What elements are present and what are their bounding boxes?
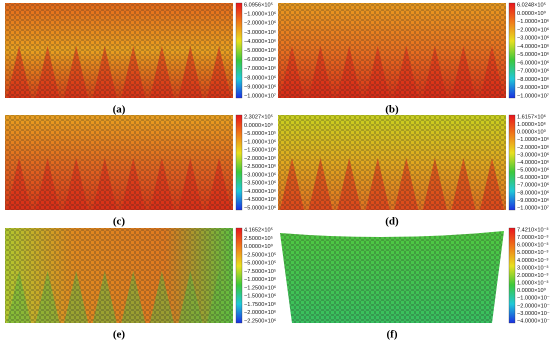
colorbar — [508, 227, 516, 324]
colorbar-label: −1.2500×10⁶ — [244, 284, 276, 291]
panel-label: (b) — [385, 104, 399, 116]
colorbar-label: −8.0000×10⁶ — [517, 189, 549, 196]
colorbar-label: −7.0000×10⁶ — [244, 65, 276, 72]
colorbar-label: −2.2500×10⁶ — [244, 317, 276, 324]
colorbar-label: −6.0000×10⁶ — [517, 174, 549, 181]
mesh — [280, 231, 504, 323]
colorbar-label: −2.0000×10⁶ — [517, 26, 549, 33]
colorbar-label: −3.0000×10⁶ — [244, 29, 276, 36]
colorbar-label: 1.6157×10⁶ — [517, 113, 546, 120]
panel: 4.1652×10⁵ 2.5000×10⁵0.0000×10⁰−2.5000×10… — [5, 226, 276, 341]
colorbar-label: 7.0000×10⁻³ — [517, 235, 549, 241]
colorbar-label: −8.0000×10⁶ — [244, 74, 276, 81]
colorbar-label: 6.0956×10⁵ — [244, 1, 273, 8]
colorbar-label: −1.0000×10⁷ — [244, 92, 276, 99]
colorbar-label: −1.0000×10⁶ — [244, 11, 276, 18]
colorbar-label: −6.0000×10⁶ — [517, 59, 549, 66]
panel-label: (e) — [113, 329, 126, 341]
colorbar — [235, 114, 243, 211]
colorbar-label: 4.0000×10⁻³ — [517, 258, 549, 264]
colorbar-label: 2.5000×10⁵ — [244, 235, 273, 242]
colorbar-label: 2.0000×10⁻³ — [517, 273, 549, 279]
colorbar-label: −1.0000×10⁶ — [244, 138, 276, 145]
colorbar-label: −2.5000×10⁵ — [244, 251, 276, 258]
panel: 6.0248×10⁵ 0.0000×10⁰−1.0000×10⁶−2.0000×1… — [278, 1, 549, 116]
mesh — [5, 3, 233, 98]
panel-label: (d) — [385, 216, 399, 228]
colorbar-label: −1.0000×10⁶ — [244, 276, 276, 283]
colorbar — [508, 2, 516, 99]
colorbar-label: −4.0000×10⁶ — [244, 38, 276, 45]
colorbar-label: −1.0000×10⁶ — [517, 136, 549, 143]
colorbar-label: −3.0000×10⁶ — [517, 151, 549, 158]
colorbar-label: −8.0000×10⁶ — [517, 76, 549, 83]
colorbar-label: −2.0000×10⁶ — [517, 144, 549, 151]
colorbar-label: −4.0000×10⁶ — [517, 159, 549, 166]
colorbar — [235, 2, 243, 99]
colorbar — [235, 227, 243, 324]
colorbar-label: −1.5000×10⁶ — [244, 147, 276, 154]
colorbar-label: 0.0000×10⁰ — [517, 10, 547, 17]
colorbar-label: −7.0000×10⁶ — [517, 68, 549, 75]
colorbar-label: 0.0000×10⁰ — [244, 122, 274, 129]
colorbar-label: −5.0000×10⁵ — [244, 260, 276, 267]
colorbar-label: −9.0000×10⁶ — [244, 83, 276, 90]
colorbar-label: −4.5000×10⁶ — [244, 196, 276, 203]
colorbar-label: −4.0000×10⁶ — [244, 188, 276, 195]
colorbar-label: 6.0248×10⁵ — [517, 1, 546, 8]
colorbar-label: −2.5000×10⁶ — [244, 163, 276, 170]
colorbar-label: −1.7500×10⁶ — [244, 301, 276, 308]
colorbar-label: 5.0000×10⁻³ — [517, 250, 549, 256]
colorbar-label: −6.0000×10⁶ — [244, 56, 276, 63]
colorbar-label: 0.0000×10⁰ — [517, 287, 547, 294]
colorbar-label: 3.0000×10⁻³ — [517, 265, 549, 271]
colorbar-label: −1.0000×10⁻³ — [517, 296, 550, 302]
colorbar-label: 0.0000×10⁰ — [517, 129, 547, 136]
colorbar-label: −2.0000×10⁶ — [244, 309, 276, 316]
colorbar-label: −3.5000×10⁶ — [244, 180, 276, 187]
colorbar-label: −1.5000×10⁶ — [244, 293, 276, 300]
mesh — [278, 3, 506, 98]
colorbar-label: −5.0000×10⁶ — [244, 204, 276, 211]
colorbar-label: 0.0000×10⁰ — [244, 243, 274, 250]
colorbar-label: 6.0000×10⁻³ — [517, 243, 549, 249]
colorbar — [508, 114, 516, 211]
panel-label: (c) — [113, 216, 126, 228]
colorbar-label: −3.0000×10⁻³ — [517, 311, 550, 317]
colorbar-label: −2.0000×10⁻³ — [517, 303, 550, 309]
colorbar-label: −1.0000×10⁷ — [517, 92, 549, 99]
colorbar-label: −4.0000×10⁶ — [517, 43, 549, 50]
colorbar-label: −2.0000×10⁶ — [244, 20, 276, 27]
colorbar-label: −5.0000×10⁶ — [517, 167, 549, 174]
colorbar-label: −4.0000×10⁻³ — [517, 318, 550, 324]
colorbar-label: 4.1652×10⁵ — [244, 226, 273, 233]
colorbar-label: −7.0000×10⁶ — [517, 182, 549, 189]
colorbar-label: −5.0000×10⁶ — [244, 47, 276, 54]
mesh — [5, 115, 233, 210]
panel: 7.4210×10⁻³ 7.0000×10⁻³ 6.0000×10⁻³5.0000×… — [280, 227, 550, 341]
colorbar-label: −5.0000×10⁵ — [244, 130, 276, 137]
colorbar-label: −7.5000×10⁵ — [244, 268, 276, 275]
colorbar-label: 2.3027×10⁵ — [244, 113, 273, 120]
colorbar-label: 1.0000×10⁻³ — [517, 281, 549, 287]
colorbar-label: −9.0000×10⁶ — [517, 84, 549, 91]
colorbar-label: −9.0000×10⁶ — [517, 197, 549, 204]
panel: 2.3027×10⁵ 0.0000×10⁰−5.0000×10⁵−1.0000×1… — [5, 113, 276, 228]
mesh — [278, 115, 506, 210]
mesh — [5, 228, 233, 323]
colorbar-label: −3.0000×10⁶ — [244, 171, 276, 178]
panel-label: (a) — [113, 104, 126, 116]
colorbar-label: −5.0000×10⁶ — [517, 51, 549, 58]
colorbar-label: −3.0000×10⁶ — [517, 35, 549, 42]
panel: 1.6157×10⁶1.0000×10⁶0.0000×10⁰−1.0000×10… — [278, 113, 549, 228]
colorbar-label: −1.0000×10⁷ — [517, 204, 549, 211]
panel-label: (f) — [387, 329, 398, 341]
panel: 6.0956×10⁵ −1.0000×10⁶ −2.0000×10⁶ −3.0000×… — [5, 1, 276, 116]
colorbar-label: 1.0000×10⁶ — [517, 121, 546, 128]
colorbar-label: 7.4210×10⁻³ — [517, 227, 549, 233]
colorbar-label: −1.0000×10⁶ — [517, 18, 549, 25]
colorbar-label: −2.0000×10⁶ — [244, 155, 276, 162]
